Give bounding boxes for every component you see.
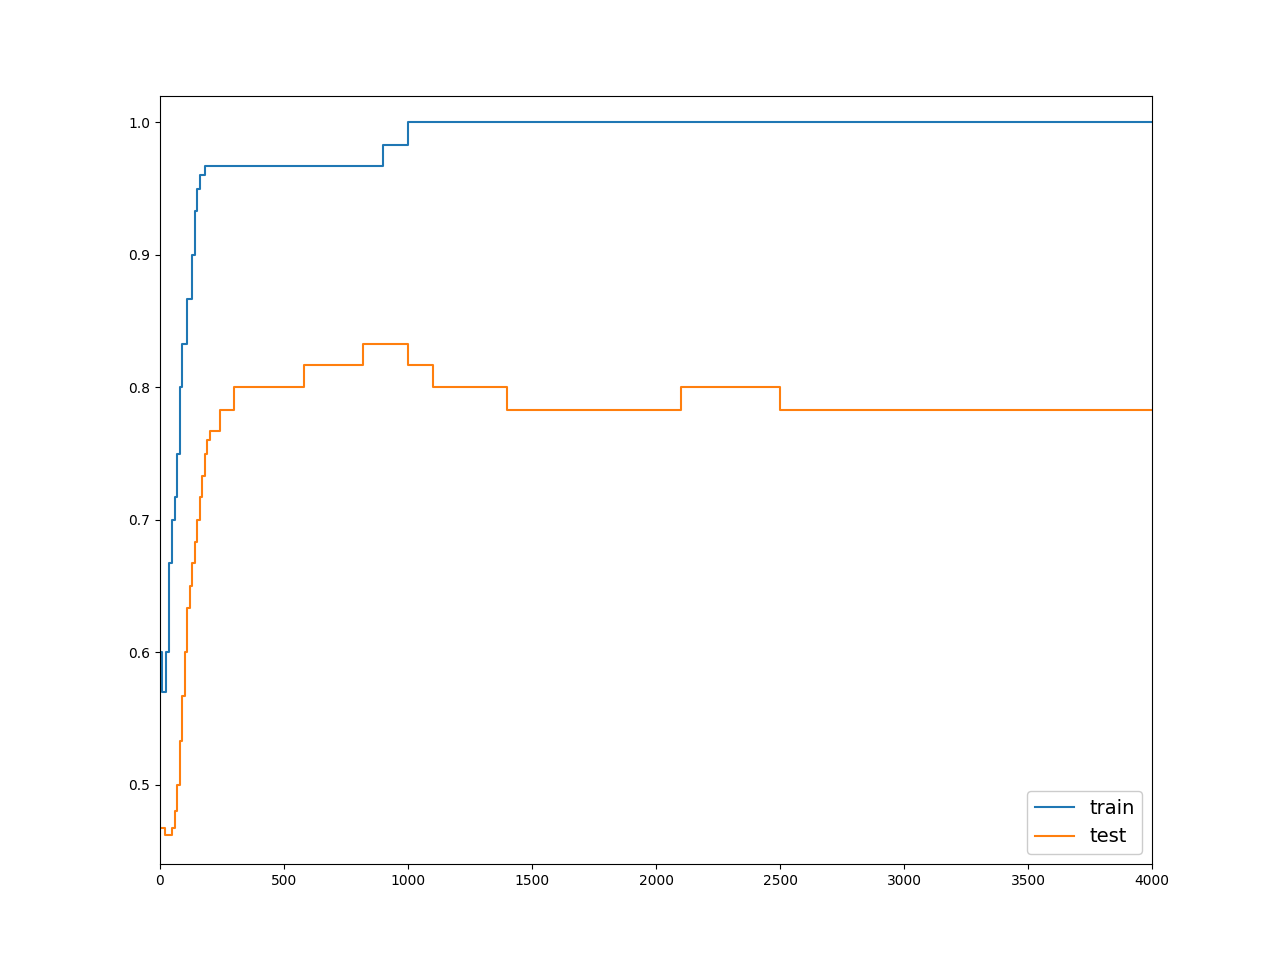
test [157, 829, 173, 841]
train [155, 686, 170, 698]
train [401, 117, 416, 129]
train [157, 686, 173, 698]
test [251, 381, 268, 393]
train [388, 139, 403, 151]
train [152, 646, 168, 658]
test [177, 646, 192, 658]
Line: test: test [160, 344, 1152, 835]
train [205, 160, 220, 172]
test [1144, 404, 1160, 416]
test [306, 359, 321, 371]
test [573, 404, 589, 416]
test [160, 829, 175, 841]
train [1144, 117, 1160, 129]
train [182, 293, 197, 304]
train [375, 139, 390, 151]
train [156, 686, 172, 698]
test [152, 823, 168, 834]
test [207, 425, 223, 437]
Line: train: train [160, 123, 1152, 692]
test [356, 338, 371, 349]
Legend: train, test: train, test [1027, 791, 1142, 854]
